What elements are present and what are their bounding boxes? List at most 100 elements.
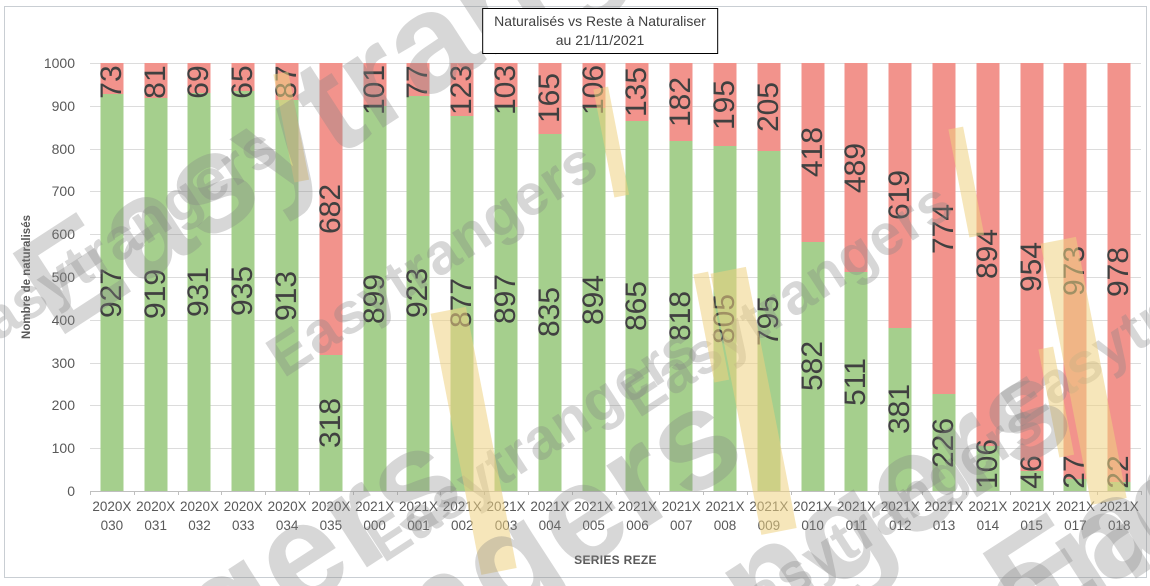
bar-segment-naturalises [582, 108, 606, 491]
bar-value-reste: 103 [489, 65, 523, 116]
bar-segment-reste [187, 63, 211, 93]
bar-segment-reste [319, 63, 343, 355]
x-tick-label: 2021X 008 [703, 497, 747, 535]
x-tick-label-line: 018 [1107, 518, 1131, 533]
bar-segment-reste [100, 63, 124, 95]
x-tick-label-line: 008 [713, 518, 737, 533]
bar-value-naturalises: 318 [313, 397, 347, 448]
x-axis-tick [965, 491, 967, 495]
bar-slot: 913 87 [265, 63, 309, 491]
x-axis-tick [834, 491, 836, 495]
y-tick-label: 600 [51, 226, 75, 243]
bar-value-reste: 954 [1014, 242, 1048, 293]
bar-value-reste: 205 [751, 81, 785, 132]
x-tick-label-line: 030 [100, 518, 124, 533]
x-axis-tick [352, 491, 354, 495]
x-tick-label-line: 2021X [442, 499, 482, 514]
x-tick-label-line: 001 [407, 518, 430, 533]
x-axis-tick [615, 491, 617, 495]
x-tick-label: 2020X 032 [178, 497, 222, 535]
x-axis-tick [221, 491, 223, 495]
bar-value-reste: 87 [270, 65, 304, 99]
bar-segment-reste [231, 63, 255, 91]
x-tick-label: 2021X 011 [835, 497, 879, 535]
gridline [90, 277, 1141, 278]
x-tick-label-line: 010 [801, 518, 824, 533]
bar-value-naturalises: 795 [751, 295, 785, 346]
y-tick-label: 0 [67, 483, 75, 499]
bar-segment-reste [713, 63, 737, 147]
x-tick-label: 2021X 006 [616, 497, 660, 535]
bar-segment-naturalises [406, 95, 430, 491]
x-axis-title: SERIES REZE [574, 553, 657, 567]
x-axis-tick [1097, 491, 1099, 495]
bar-value-reste: 135 [620, 66, 654, 117]
bar-value-naturalises: 897 [489, 274, 523, 325]
x-tick-label: 2020X 033 [221, 497, 265, 535]
bar-slot: 897 103 [484, 63, 528, 491]
bar-segment-reste [538, 63, 562, 134]
chart-title-line2: au 21/11/2021 [555, 32, 645, 48]
x-tick-label-line: 006 [626, 518, 649, 533]
bar-slot: 381 619 [878, 63, 922, 491]
bar-segment-naturalises [669, 140, 693, 491]
bar-slot: 318 682 [309, 63, 353, 491]
gridline [90, 448, 1141, 450]
x-tick-label-line: 2021X [793, 499, 833, 514]
y-tick-label: 500 [51, 269, 75, 285]
bar-value-reste: 978 [1102, 247, 1136, 298]
bar-value-reste: 182 [664, 76, 698, 127]
bar-value-naturalises: 913 [270, 270, 304, 321]
y-tick-label: 900 [51, 97, 75, 114]
y-tick-label: 400 [51, 311, 75, 328]
bar-slot: 923 77 [397, 63, 441, 491]
bar-slot: 22 978 [1097, 63, 1141, 491]
x-axis-tick [922, 491, 924, 495]
x-tick-label: 2021X 005 [572, 497, 616, 535]
x-axis-tick [265, 491, 267, 495]
bar-value-reste: 65 [226, 65, 260, 99]
x-axis-tick [527, 491, 529, 495]
bar-segment-naturalises [976, 445, 1000, 491]
bar-value-naturalises: 106 [970, 438, 1004, 489]
x-axis-tick [659, 491, 661, 495]
bar-slot: 818 182 [659, 63, 703, 491]
bar-segment-naturalises [932, 394, 956, 491]
bar-slot: 106 894 [966, 63, 1010, 491]
x-tick-label-line: 2021X [355, 499, 395, 514]
x-tick-label-line: 2021X [968, 499, 1008, 514]
x-tick-label: 2021X 000 [353, 497, 397, 535]
bar-slot: 894 106 [572, 63, 616, 491]
bar-value-naturalises: 46 [1014, 455, 1048, 489]
x-axis-tick [440, 491, 442, 495]
y-tick-label: 300 [51, 354, 75, 371]
bar-value-reste: 165 [532, 73, 566, 124]
x-tick-label-line: 033 [232, 518, 255, 533]
bar-slot: 582 418 [791, 63, 835, 491]
bar-value-naturalises: 865 [620, 280, 654, 331]
x-tick-label-line: 2021X [1055, 499, 1095, 514]
x-tick-label-line: 2020X [223, 499, 263, 514]
x-axis-tick [396, 491, 398, 495]
bar-segment-reste [144, 63, 168, 98]
bar-segment-naturalises [231, 90, 255, 491]
x-tick-label-line: 2021X [749, 499, 789, 514]
x-axis-tick [790, 491, 792, 495]
x-tick-label: 2020X 031 [134, 497, 178, 535]
x-axis-tick-labels: 2020X 030 2020X 031 2020X 032 2020X 033 2020X 034… [90, 497, 1141, 535]
x-tick-label-line: 003 [494, 518, 518, 533]
bar-value-naturalises: 935 [226, 265, 260, 316]
bar-value-reste: 81 [138, 65, 172, 99]
bar-slot: 899 101 [353, 63, 397, 491]
bar-value-naturalises: 818 [664, 290, 698, 341]
x-axis-tick [703, 491, 705, 495]
x-tick-label-line: 2020X [179, 499, 220, 514]
x-tick-label-line: 2020X [92, 499, 132, 514]
x-tick-label-line: 015 [1020, 518, 1043, 533]
bar-segment-naturalises [538, 133, 562, 491]
bar-segment-reste [888, 63, 912, 328]
bar-segment-naturalises [888, 327, 912, 491]
bar-value-reste: 73 [94, 65, 128, 99]
x-tick-label-line: 2021X [1012, 499, 1052, 514]
bar-value-reste: 195 [707, 79, 741, 130]
